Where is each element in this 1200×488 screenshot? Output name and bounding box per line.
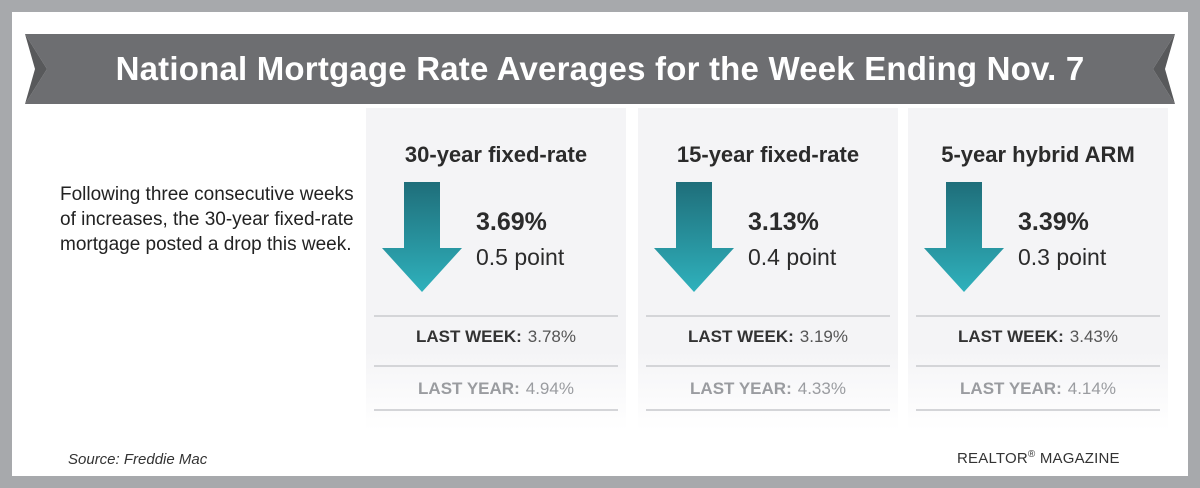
current-rate: 3.69% xyxy=(476,208,547,236)
divider xyxy=(916,409,1160,411)
last-week-label: LAST WEEK: xyxy=(958,327,1064,346)
last-year-value: 4.33% xyxy=(797,379,846,398)
rate-card-30-year: 30-year fixed-rate 3.69% 0.5 point LAST … xyxy=(366,108,626,430)
divider xyxy=(646,315,890,317)
brand-suffix: MAGAZINE xyxy=(1035,450,1120,467)
last-week-value: 3.43% xyxy=(1069,327,1118,346)
title-banner: National Mortgage Rate Averages for the … xyxy=(25,34,1175,104)
divider xyxy=(374,365,618,367)
arrow-down-icon xyxy=(382,182,462,292)
ribbon-shape xyxy=(25,34,1175,104)
rate-change: 0.4 point xyxy=(748,244,837,270)
brand-logo: REALTOR® MAGAZINE xyxy=(957,449,1120,467)
rate-card-15-year: 15-year fixed-rate 3.13% 0.4 point LAST … xyxy=(638,108,898,430)
brand-name: REALTOR xyxy=(957,450,1028,467)
last-year-value: 4.94% xyxy=(525,379,574,398)
last-year-label: LAST YEAR: xyxy=(960,379,1062,398)
last-week-row: LAST WEEK: 3.43% xyxy=(908,327,1168,347)
arrow-down-icon xyxy=(654,182,734,292)
last-year-row: LAST YEAR: 4.33% xyxy=(638,379,898,399)
source-note: Source: Freddie Mac xyxy=(68,451,208,468)
divider xyxy=(374,409,618,411)
last-week-label: LAST WEEK: xyxy=(416,327,522,346)
divider xyxy=(646,409,890,411)
last-week-label: LAST WEEK: xyxy=(688,327,794,346)
divider xyxy=(374,315,618,317)
last-year-value: 4.14% xyxy=(1067,379,1116,398)
registered-mark: ® xyxy=(1027,449,1036,460)
current-rate: 3.39% xyxy=(1018,208,1089,236)
last-week-row: LAST WEEK: 3.78% xyxy=(366,327,626,347)
rate-change: 0.3 point xyxy=(1018,244,1107,270)
page-title: National Mortgage Rate Averages for the … xyxy=(115,50,1085,87)
last-year-label: LAST YEAR: xyxy=(690,379,792,398)
arrow-down-icon xyxy=(924,182,1004,292)
rate-card-5-year-arm: 5-year hybrid ARM 3.39% 0.3 point LAST W… xyxy=(908,108,1168,430)
rate-change: 0.5 point xyxy=(476,244,565,270)
divider xyxy=(916,315,1160,317)
last-year-row: LAST YEAR: 4.14% xyxy=(908,379,1168,399)
last-week-value: 3.78% xyxy=(527,327,576,346)
card-title: 15-year fixed-rate xyxy=(676,142,860,167)
card-title: 30-year fixed-rate xyxy=(404,142,588,167)
current-rate: 3.13% xyxy=(748,208,819,236)
intro-text: Following three consecutive weeks of inc… xyxy=(60,184,354,255)
last-year-label: LAST YEAR: xyxy=(418,379,520,398)
last-year-row: LAST YEAR: 4.94% xyxy=(366,379,626,399)
divider xyxy=(646,365,890,367)
last-week-row: LAST WEEK: 3.19% xyxy=(638,327,898,347)
card-title: 5-year hybrid ARM xyxy=(941,142,1135,167)
divider xyxy=(916,365,1160,367)
last-week-value: 3.19% xyxy=(799,327,848,346)
